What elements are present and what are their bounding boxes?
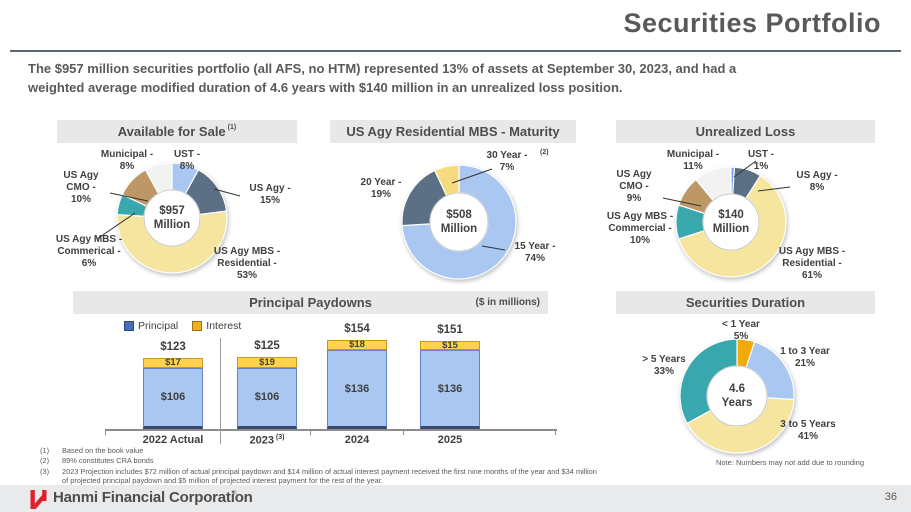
axis-tick	[310, 430, 311, 435]
donut-hole	[429, 192, 489, 252]
donut-hole	[702, 193, 760, 251]
footnote-marker: (3)	[40, 466, 50, 476]
page-number: 36	[884, 491, 897, 503]
chart-header-available-for-sale: Available for Sale (1)	[57, 120, 297, 143]
x-axis-category-label: 2025	[437, 434, 463, 446]
chart-title: Securities Duration	[685, 295, 806, 310]
bar-interest-segment: $19	[237, 356, 297, 368]
footnote-text: 2023 Projection includes $72 million of …	[62, 466, 597, 485]
bar-total-label: $125	[254, 339, 280, 352]
chart-header-mbs-maturity: US Agy Residential MBS - Maturity	[330, 120, 576, 143]
donut-center-value: $957 Million	[153, 205, 191, 232]
donut-center-value: $140 Million	[712, 209, 750, 236]
legend-item-interest: Interest	[192, 320, 241, 332]
bar-interest-segment: $15	[420, 340, 480, 351]
available-for-sale-donut	[116, 162, 228, 274]
hanmi-logo-icon	[30, 490, 47, 510]
bar-total-label: $123	[160, 340, 186, 353]
axis-tick	[403, 430, 404, 435]
bar-principal-segment: $106	[237, 367, 297, 429]
donut-center-value: 4.6 Years	[721, 383, 753, 410]
legend-label: Principal	[138, 320, 179, 332]
pie-label-mbs-residential: US Agy MBS - Residential - 53%	[213, 246, 281, 282]
chart-legend: Principal Interest	[124, 320, 241, 332]
footnote-ref-3: (3)	[273, 434, 285, 441]
donut-hole	[143, 189, 201, 247]
pie-label-gt-5-years: > 5 Years 33%	[642, 354, 686, 378]
actual-projection-divider	[220, 338, 221, 444]
x-axis-category-label: 2022 Actual	[142, 434, 204, 446]
chart-header-securities-duration: Securities Duration	[616, 291, 875, 314]
pie-label-ust: UST - 1%	[747, 149, 775, 173]
footnote-2: (2) 89% constitutes CRA bonds	[40, 456, 600, 465]
pie-label-lt-1-year: < 1 Year 5%	[722, 319, 760, 343]
chart-title: Principal Paydowns	[249, 295, 372, 310]
footnote-1: (1) Based on the book value	[40, 446, 600, 455]
chart-title: Available for Sale	[117, 124, 226, 139]
chart-header-principal-paydowns: Principal Paydowns ($ in millions)	[73, 291, 548, 314]
rounding-note: Note: Numbers may not add due to roundin…	[716, 458, 865, 467]
securities-duration-donut	[679, 338, 795, 454]
bar-interest-segment: $17	[143, 357, 203, 368]
pie-label-ust: UST - 8%	[173, 149, 201, 173]
bar-total-label: $154	[344, 322, 370, 335]
donut-hole	[706, 365, 768, 427]
subtitle-text: The $957 million securities portfolio (a…	[28, 61, 737, 95]
pie-label-3-to-5-years: 3 to 5 Years 41%	[780, 419, 836, 443]
pie-label-20-year: 20 Year - 19%	[360, 177, 402, 201]
bar-principal-segment: $106	[143, 367, 203, 429]
axis-tick	[555, 430, 556, 435]
x-axis	[105, 429, 557, 431]
footnote-ref-1: (1)	[227, 124, 237, 131]
bar-interest-segment: $18	[327, 339, 387, 350]
bar-principal-segment: $136	[420, 350, 480, 429]
footnote-marker: (2)	[40, 456, 50, 466]
pie-label-us-agy: US Agy - 15%	[249, 183, 291, 207]
pie-label-mbs-commercial: US Agy MBS - Commercial - 10%	[606, 211, 674, 247]
bar-total-label: $151	[437, 324, 463, 337]
pie-label-municipal: Municipal - 8%	[100, 149, 154, 173]
axis-tick	[105, 430, 106, 435]
pie-label-us-agy-cmo: US Agy CMO - 9%	[616, 169, 652, 205]
chart-title: US Agy Residential MBS - Maturity	[346, 124, 560, 139]
footnote-marker: (1)	[40, 446, 50, 455]
donut-center-value: $508 Million	[440, 209, 478, 236]
mbs-maturity-donut	[401, 164, 517, 280]
pie-label-mbs-commerical: US Agy MBS - Commerical - 6%	[55, 234, 123, 270]
chart-title: Unrealized Loss	[695, 124, 796, 139]
footnotes: (1) Based on the book value (2) 89% cons…	[40, 446, 600, 486]
x-axis-category-label: 2024	[344, 434, 370, 446]
units-label: ($ in millions)	[475, 297, 540, 308]
principal-legend-marker	[124, 321, 134, 331]
legend-label: Interest	[206, 320, 242, 332]
title-divider	[10, 50, 901, 52]
pie-label-1-to-3-year: 1 to 3 Year 21%	[780, 346, 830, 370]
principal-paydowns-chart: Principal Interest $106 $17 $123 2022 Actua…	[100, 316, 560, 451]
pie-label-15-year: 15 Year - 74%	[514, 241, 556, 265]
footnote-3: (3) 2023 Projection includes $72 million…	[40, 467, 600, 486]
footnote-text: Based on the book value	[62, 446, 144, 455]
pie-label-municipal: Municipal - 11%	[666, 149, 720, 173]
trademark-symbol: ®	[232, 491, 237, 497]
bar-principal-segment: $136	[327, 350, 387, 429]
footnote-text: 89% constitutes CRA bonds	[62, 456, 154, 466]
interest-legend-marker	[192, 321, 203, 331]
footer-brand: Hanmi Financial Corporation	[53, 489, 253, 506]
x-axis-category-label: 2023 (3)	[249, 434, 285, 447]
page-title: Securities Portfolio	[623, 8, 881, 38]
pie-label-30-year: 30 Year - 7%	[486, 150, 528, 174]
pie-label-us-agy: US Agy - 8%	[796, 170, 838, 194]
footnote-ref-2: (2)	[540, 149, 549, 156]
pie-label-us-agy-cmo: US Agy CMO - 10%	[63, 170, 99, 206]
pie-label-mbs-residential: US Agy MBS - Residential - 61%	[778, 246, 846, 282]
footer-bar: Hanmi Financial Corporation ® 36	[0, 485, 911, 512]
legend-item-principal: Principal	[124, 320, 178, 332]
chart-header-unrealized-loss: Unrealized Loss	[616, 120, 875, 143]
